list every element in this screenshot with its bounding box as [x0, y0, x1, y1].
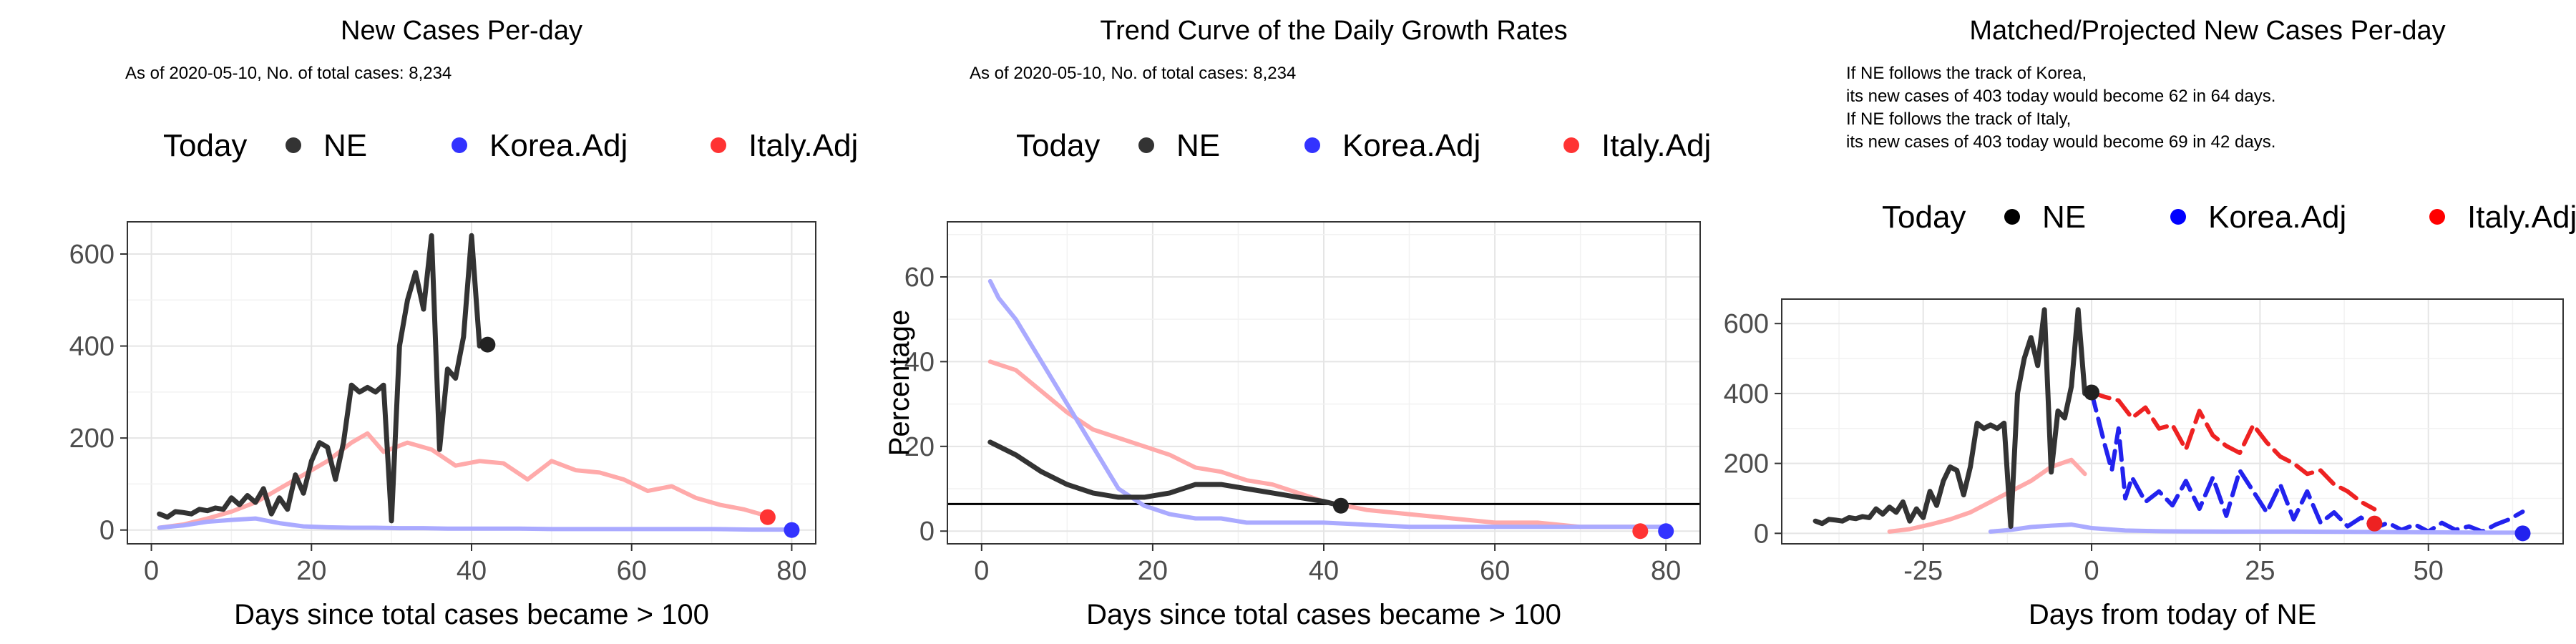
x-axis-label: Days from today of NE [2029, 599, 2316, 630]
x-tick-label: 60 [617, 556, 647, 586]
x-tick-label: 0 [144, 556, 159, 586]
x-tick-label: 80 [1651, 556, 1681, 586]
series-group [157, 233, 794, 532]
x-axis-label: Days since total cases became > 100 [234, 599, 709, 630]
y-tick-label: 0 [1754, 519, 1769, 549]
x-tick-label: 25 [2245, 556, 2275, 586]
legend-label-2: Korea.Adj [1342, 128, 1480, 163]
legend-key-2 [2170, 209, 2186, 225]
grid [947, 222, 1700, 544]
x-tick-label: 40 [1309, 556, 1339, 586]
y-tick-label: 0 [99, 516, 114, 546]
x-tick-label: 50 [2414, 556, 2444, 586]
legend: Today NE Korea.Adj Italy.Adj [163, 128, 858, 163]
series-group [1813, 307, 2525, 535]
x-tick-label: 0 [974, 556, 989, 586]
legend-key-1 [1138, 137, 1154, 153]
chart-title: Matched/Projected New Cases Per-day [1969, 16, 2445, 46]
chart-panel-2: Trend Curve of the Daily Growth Rates As … [884, 16, 1711, 630]
today-point-korea-adj [1658, 523, 1674, 540]
series-group [987, 278, 1669, 530]
legend-label-3: Italy.Adj [2467, 200, 2576, 235]
y-tick-label: 400 [69, 332, 114, 362]
y-tick-label: 400 [1724, 379, 1769, 409]
x-tick-label: 80 [776, 556, 806, 586]
y-tick-label: 200 [1724, 449, 1769, 479]
chart-subtitle: As of 2020-05-10, No. of total cases: 8,… [125, 64, 452, 83]
y-tick-label: 600 [69, 240, 114, 270]
y-tick-label: 60 [904, 263, 935, 293]
x-axis-label: Days since total cases became > 100 [1086, 599, 1561, 630]
legend-label-1: NE [323, 128, 367, 163]
today-point-ne [479, 336, 496, 353]
legend-key-1 [286, 137, 301, 153]
today-point-korea-adj [2514, 525, 2531, 542]
legend-title: Today [163, 128, 247, 163]
today-point-korea-adj [784, 522, 800, 538]
series-line-korea-adj [987, 278, 1669, 530]
today-point-ne [2084, 384, 2100, 401]
y-axis-label: Percentage [884, 310, 915, 457]
chart-panel-3: Matched/Projected New Cases Per-day If NE… [1724, 16, 2576, 630]
x-tick-label: -25 [1903, 556, 1943, 586]
legend-key-3 [711, 137, 726, 153]
x-tick-label: 60 [1480, 556, 1510, 586]
series-line-korea-adj-projected [2089, 390, 2525, 534]
today-point-italy-adj [759, 509, 776, 525]
chart-title: New Cases Per-day [341, 16, 582, 46]
legend-key-2 [1304, 137, 1320, 153]
series-line-italy-adj-matched [1887, 457, 2087, 534]
y-tick-label: 200 [69, 424, 114, 454]
plot-frame [1781, 298, 2564, 545]
y-tick-label: 600 [1724, 309, 1769, 339]
projection-note: If NE follows the track of Italy, [1846, 109, 2071, 129]
series-line-ne [1813, 307, 2094, 530]
chart-title: Trend Curve of the Daily Growth Rates [1100, 16, 1567, 46]
chart-subtitle: As of 2020-05-10, No. of total cases: 8,… [970, 64, 1296, 83]
series-line-korea-adj [157, 516, 794, 532]
y-tick-label: 40 [904, 347, 935, 377]
series-line-italy-adj-projected [2089, 390, 2377, 512]
projection-note: its new cases of 403 today would become … [1846, 132, 2275, 152]
legend-key-1 [2004, 209, 2020, 225]
projection-note: its new cases of 403 today would become … [1846, 87, 2275, 106]
legend-label-1: NE [1176, 128, 1220, 163]
series-line-italy-adj [157, 431, 770, 530]
legend-key-2 [452, 137, 467, 153]
y-tick-label: 20 [904, 432, 935, 462]
x-tick-label: 20 [1138, 556, 1168, 586]
legend-label-2: Korea.Adj [2208, 200, 2346, 235]
legend-label-3: Italy.Adj [748, 128, 858, 163]
x-tick-label: 0 [2084, 556, 2099, 586]
today-point-ne [1332, 497, 1349, 514]
x-tick-label: 20 [296, 556, 326, 586]
projection-note: If NE follows the track of Korea, [1846, 64, 2087, 83]
y-tick-label: 0 [919, 517, 935, 547]
legend-label-1: NE [2042, 200, 2086, 235]
today-point-italy-adj [1632, 523, 1649, 540]
x-tick-label: 40 [457, 556, 487, 586]
legend-key-3 [2429, 209, 2445, 225]
legend-key-3 [1563, 137, 1579, 153]
legend-title: Today [1016, 128, 1100, 163]
legend-title: Today [1882, 200, 1966, 235]
legend-label-3: Italy.Adj [1601, 128, 1711, 163]
legend: Today NE Korea.Adj Italy.Adj [1016, 128, 1711, 163]
chart-panel-1: New Cases Per-day As of 2020-05-10, No. o… [69, 16, 859, 630]
today-point-italy-adj [2366, 515, 2383, 532]
series-line-ne [157, 233, 490, 524]
series-line-ne [987, 439, 1344, 509]
series-line-korea-adj-matched [1988, 522, 2525, 535]
legend: Today NE Korea.Adj Italy.Adj [1882, 200, 2576, 235]
legend-label-2: Korea.Adj [489, 128, 628, 163]
